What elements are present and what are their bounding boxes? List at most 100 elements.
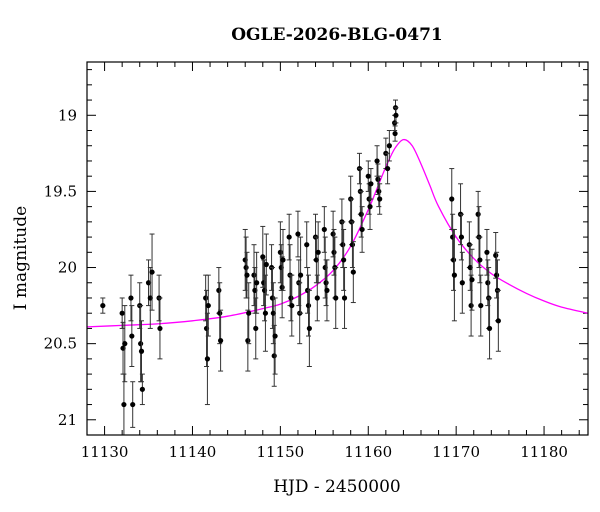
data-point <box>277 249 283 255</box>
y-axis-label: I magnitude <box>11 206 31 310</box>
y-tick-label: 20.5 <box>44 335 77 353</box>
data-point <box>376 188 382 195</box>
data-point <box>324 287 330 293</box>
data-point <box>478 302 484 309</box>
data-point <box>368 181 374 187</box>
data-point <box>451 272 457 278</box>
data-point <box>122 341 128 347</box>
x-tick-label: 11180 <box>520 443 568 461</box>
data-point <box>217 310 223 316</box>
y-tick-label: 21 <box>58 411 77 429</box>
data-point <box>486 325 493 332</box>
data-point <box>130 401 136 408</box>
data-point <box>129 333 135 339</box>
data-point <box>468 302 474 309</box>
y-tick-label: 19.5 <box>44 182 77 200</box>
x-tick-label: 11150 <box>257 443 305 461</box>
data-point <box>280 257 286 263</box>
data-point <box>286 234 292 240</box>
data-point <box>341 257 347 263</box>
data-point <box>375 176 381 182</box>
data-point <box>314 295 320 301</box>
data-point <box>330 231 336 237</box>
data-point <box>484 249 490 255</box>
data-point <box>253 325 259 332</box>
x-tick-label: 11160 <box>344 443 392 461</box>
data-point <box>495 318 501 324</box>
data-point <box>244 272 250 278</box>
data-point <box>475 211 481 217</box>
data-point <box>493 252 499 258</box>
data-point <box>340 242 346 248</box>
data-point <box>458 234 465 240</box>
x-tick-label: 11140 <box>169 443 217 461</box>
data-point <box>272 333 278 339</box>
data-point <box>477 257 483 263</box>
plot-area <box>86 99 589 436</box>
data-point <box>289 302 295 309</box>
data-point <box>365 173 371 179</box>
data-point <box>469 277 475 283</box>
data-point <box>128 295 134 301</box>
data-point <box>331 249 337 255</box>
y-tick-label: 19 <box>58 106 77 124</box>
x-tick-label: 11130 <box>81 443 129 461</box>
data-point <box>246 310 252 316</box>
data-point <box>271 353 277 359</box>
data-point <box>305 302 312 309</box>
data-point <box>205 302 211 309</box>
data-point <box>359 226 365 233</box>
data-point <box>449 196 455 202</box>
data-points <box>100 99 501 436</box>
data-point <box>288 295 294 301</box>
data-point <box>306 325 312 332</box>
x-axis-label: HJD - 2450000 <box>273 477 401 497</box>
data-point <box>157 325 163 332</box>
data-point <box>243 264 249 271</box>
data-point <box>119 310 125 316</box>
data-point <box>323 280 329 286</box>
plot-frame <box>86 61 589 436</box>
data-point <box>245 338 251 344</box>
data-point <box>333 295 339 301</box>
data-point <box>385 165 391 172</box>
data-point <box>392 130 398 137</box>
data-point <box>367 204 373 210</box>
data-point <box>138 348 145 354</box>
data-point <box>377 196 383 202</box>
data-point <box>251 272 257 278</box>
data-point <box>216 287 222 293</box>
data-point <box>203 295 209 301</box>
data-point <box>260 254 266 260</box>
chart-title: OGLE-2026-BLG-0471 <box>231 25 443 45</box>
data-point <box>295 231 301 237</box>
data-point <box>459 280 465 286</box>
data-point <box>493 272 500 278</box>
data-point <box>304 242 310 248</box>
data-point <box>393 112 399 118</box>
data-point <box>263 261 269 268</box>
data-point <box>485 280 491 286</box>
data-point <box>204 356 211 362</box>
data-point <box>374 158 380 164</box>
data-point <box>450 257 457 263</box>
axis-ticks <box>86 62 588 436</box>
data-point <box>139 386 145 392</box>
data-point <box>279 284 285 290</box>
x-tick-label: 11170 <box>432 443 480 461</box>
data-point <box>297 272 304 278</box>
data-point <box>315 249 321 255</box>
data-point <box>386 143 392 149</box>
data-point <box>262 310 269 316</box>
data-point <box>254 280 260 286</box>
y-tick-label: 20 <box>58 259 77 277</box>
data-point <box>138 341 144 347</box>
data-point <box>350 269 356 275</box>
data-point <box>349 242 356 248</box>
data-point <box>121 401 127 408</box>
data-point <box>100 302 106 309</box>
data-point <box>358 211 364 217</box>
axis-tick-labels: 11130 11140 11150 11160 11170 11180 19 19.5 20 20… <box>44 106 568 461</box>
data-point <box>321 226 327 233</box>
